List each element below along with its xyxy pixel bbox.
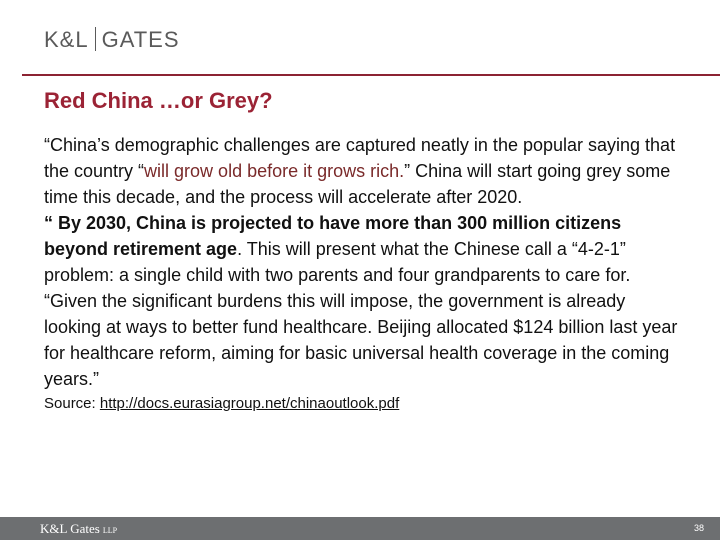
logo-separator	[94, 27, 96, 51]
slide-body: “China’s demographic challenges are capt…	[44, 132, 684, 414]
source-link[interactable]: http://docs.eurasiagroup.net/chinaoutloo…	[99, 395, 400, 412]
footer: K&L Gates LLP 38	[0, 517, 720, 540]
text: . This will present what the Chinese cal…	[44, 239, 631, 285]
source-label: Source:	[44, 395, 96, 412]
source: Source: http://docs.eurasiagroup.net/chi…	[44, 394, 684, 414]
brand-suffix: LLP	[102, 526, 118, 535]
paragraph: “Given the significant burdens this will…	[44, 291, 678, 389]
header-rule	[22, 74, 720, 76]
bold-text: “ By 2030, China is projected to have mo…	[44, 213, 622, 259]
page-number: 38	[693, 523, 704, 533]
paragraph: “China’s demographic challenges are capt…	[44, 132, 684, 210]
text: ” China will start going grey some time …	[44, 161, 671, 207]
logo-left: K&L	[44, 27, 89, 52]
brand: K&L Gates	[40, 521, 100, 536]
quote: will grow old before it grows rich.	[144, 161, 405, 181]
text: “China’s demographic challenges are capt…	[44, 135, 676, 181]
slide-title: Red China …or Grey?	[44, 88, 273, 113]
logo: K&L GATES	[44, 27, 180, 53]
logo-right: GATES	[101, 27, 180, 52]
footer-brand: K&L Gates LLP	[40, 521, 117, 537]
paragraph: “ By 2030, China is projected to have mo…	[44, 210, 684, 288]
